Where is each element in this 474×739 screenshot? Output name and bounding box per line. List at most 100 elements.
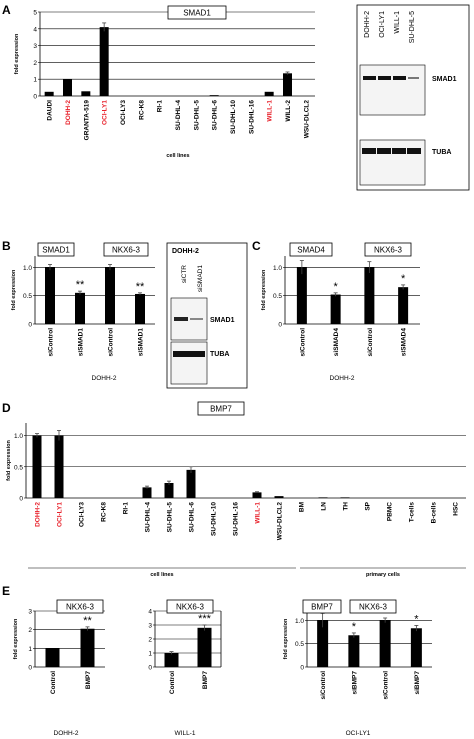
p6-significance-mark: * — [352, 621, 357, 633]
p2-significance-mark: * — [333, 281, 338, 293]
p3-category-label: SU-DHL-5 — [167, 502, 174, 533]
p5-ytick-label: 3 — [148, 623, 152, 630]
panel-b-group-label: SMAD1 — [42, 245, 70, 254]
p6-bar — [379, 620, 391, 667]
p5-significance-mark: *** — [198, 613, 212, 625]
blot-a-lane-label: DOHH-2 — [364, 11, 371, 38]
p3-category-label: RC-K8 — [101, 502, 108, 522]
blot-a-lane-label: SU-DHL-5 — [409, 11, 416, 43]
blot-b-lane-label: siCTR — [181, 265, 188, 283]
blot-a-smad1-band — [408, 77, 419, 79]
blot-a-tuba-membrane — [359, 139, 426, 186]
p4-bar — [80, 628, 95, 667]
panel-d-title: BMP7 — [210, 404, 232, 413]
p3-category-label: RI-1 — [123, 502, 130, 515]
p0-category-label: SU-DHL-5 — [193, 100, 200, 131]
p1-xlabel: DOHH-2 — [92, 375, 117, 382]
p2-significance-mark: * — [401, 273, 406, 285]
p4-xlabel: DOHH-2 — [54, 730, 79, 737]
p5-ytick-label: 1 — [148, 651, 152, 658]
p0-category-label: WSU-DLCL2 — [303, 100, 310, 139]
panel-d-xlabel: cell lines — [150, 572, 173, 578]
p5-bar — [197, 627, 212, 667]
panel-label-c: C — [252, 239, 261, 253]
p0-ytick-label: 3 — [33, 43, 37, 50]
p3-category-label: BM — [299, 502, 306, 512]
blot-a-tuba-band — [362, 148, 376, 154]
p6-bar — [317, 620, 329, 667]
p2-xlabel: DOHH-2 — [330, 375, 355, 382]
p1-bar — [135, 293, 145, 324]
blot-b-smad1-band — [190, 318, 203, 320]
p0-bar — [99, 27, 109, 96]
p4-significance-mark: ** — [83, 615, 92, 627]
panel-c-group-label: NKX6-3 — [374, 245, 403, 254]
p1-category-label: siControl — [48, 328, 55, 357]
p2-bar — [398, 287, 409, 324]
panel-e1-title-box — [56, 599, 104, 614]
p5-category-label: BMP7 — [202, 671, 209, 689]
p0-ytick-label: 1 — [33, 77, 37, 84]
p0-category-label: RC-K8 — [138, 100, 145, 120]
p4-ytick-label: 3 — [28, 609, 32, 616]
p0-category-label: OCI-LY3 — [120, 100, 127, 125]
p6-category-label: siBMP7 — [351, 671, 358, 695]
p3-ytick-label: 0.5 — [14, 464, 23, 471]
p4-category-label: Control — [50, 671, 57, 694]
p1-category-label: siSMAD1 — [78, 328, 85, 357]
p0-ytick-label: 4 — [33, 26, 37, 33]
p3-bar — [318, 497, 328, 498]
p4-ytick-label: 2 — [28, 627, 32, 634]
panel-label-e: E — [2, 584, 10, 598]
p6-ytick-label: 0.5 — [295, 641, 304, 648]
p0-bar — [44, 91, 54, 96]
p3-category-label: OCI-LY3 — [79, 502, 86, 527]
p3-category-label: T-cells — [409, 502, 416, 523]
p3-category-label: SU-DHL-16 — [233, 502, 240, 536]
p0-category-label: WILL-2 — [285, 100, 292, 122]
p2-category-label: siControl — [299, 328, 306, 357]
blot-b-title: DOHH-2 — [172, 248, 199, 255]
p6-bar — [410, 628, 422, 667]
panel-label-d: D — [2, 401, 11, 415]
panel-e3-group-label-box — [302, 599, 342, 614]
p3-category-label: DOHH-2 — [35, 502, 42, 527]
p2-ytick-label: 1.0 — [273, 265, 282, 272]
panel-c-group-label-box — [289, 242, 333, 257]
panel-b-group-label-box — [103, 242, 149, 257]
p4-category-label: BMP7 — [85, 671, 92, 689]
blot-b-band-label: TUBA — [210, 351, 229, 358]
blot-a-lane-label: WILL-1 — [394, 11, 401, 34]
p4-bar — [45, 648, 60, 667]
p6-category-label: siControl — [320, 671, 327, 700]
p2-ytick-label: 0.5 — [273, 293, 282, 300]
panel-d-title-box — [197, 401, 245, 416]
p2-category-label: siSMAD4 — [333, 328, 340, 357]
blot-a-band-label: SMAD1 — [432, 76, 457, 83]
panel-c-group-label: SMAD4 — [297, 245, 325, 254]
p5-xlabel: WILL-1 — [175, 730, 196, 737]
p5-bar — [164, 653, 179, 667]
p0-bar — [209, 95, 219, 96]
p1-significance-mark: ** — [76, 279, 85, 291]
p3-bar — [274, 496, 284, 498]
panel-e3-group-label: BMP7 — [311, 602, 333, 611]
blot-a-smad1-membrane — [359, 64, 426, 116]
p6-ytick-label: 1.0 — [295, 618, 304, 625]
p3-category-label: SU-DHL-10 — [211, 502, 218, 536]
panel-e3-group-label-box — [349, 599, 397, 614]
p3-bar — [32, 435, 42, 498]
p0-category-label: SU-DHL-4 — [175, 100, 182, 131]
p2-category-label: siControl — [367, 328, 374, 357]
p0-category-label: SU-DHL-16 — [248, 100, 255, 134]
panel-label-a: A — [2, 3, 11, 17]
panel-b-group-label: NKX6-3 — [112, 245, 141, 254]
p0-bar — [264, 91, 274, 96]
p1-ytick-label: 0.5 — [23, 293, 32, 300]
blot-a-tuba-band — [392, 148, 406, 154]
p3-category-label: SU-DHL-4 — [145, 502, 152, 533]
p0-ytick-label: 0 — [33, 94, 37, 101]
panel-a-title: SMAD1 — [183, 8, 211, 17]
panel-e1-title: NKX6-3 — [66, 602, 95, 611]
p5-ytick-label: 4 — [148, 609, 152, 616]
